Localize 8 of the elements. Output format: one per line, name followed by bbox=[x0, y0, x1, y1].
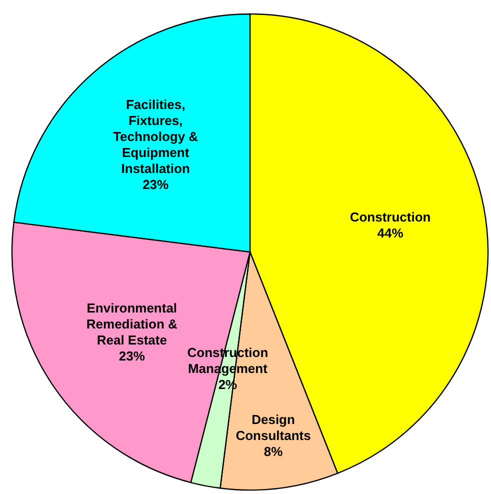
slice-label: Construction bbox=[350, 209, 431, 224]
slice-label: Design Consultants bbox=[236, 412, 311, 444]
slice-label: Environmental Remediation & Real Estate bbox=[86, 300, 178, 348]
slice-label: Facilities, Fixtures, Technology & Equipment Installation bbox=[113, 96, 198, 176]
data-label: 8% bbox=[264, 444, 284, 460]
data-label: 23% bbox=[118, 348, 146, 364]
data-label: 23% bbox=[142, 176, 170, 192]
data-label: 44% bbox=[377, 225, 404, 240]
